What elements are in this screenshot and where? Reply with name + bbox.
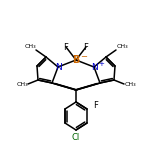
Text: B: B	[72, 55, 80, 65]
Text: N: N	[91, 62, 97, 71]
Text: −: −	[81, 52, 88, 62]
Text: CH₃: CH₃	[116, 45, 128, 50]
Text: CH₃: CH₃	[124, 81, 136, 86]
Text: N: N	[55, 62, 61, 71]
Text: F: F	[94, 100, 98, 109]
Text: +: +	[98, 61, 104, 67]
Text: CH₃: CH₃	[16, 81, 28, 86]
Text: Cl: Cl	[72, 133, 80, 143]
Text: F: F	[84, 43, 88, 52]
Text: F: F	[64, 43, 68, 52]
Text: CH₃: CH₃	[24, 45, 36, 50]
